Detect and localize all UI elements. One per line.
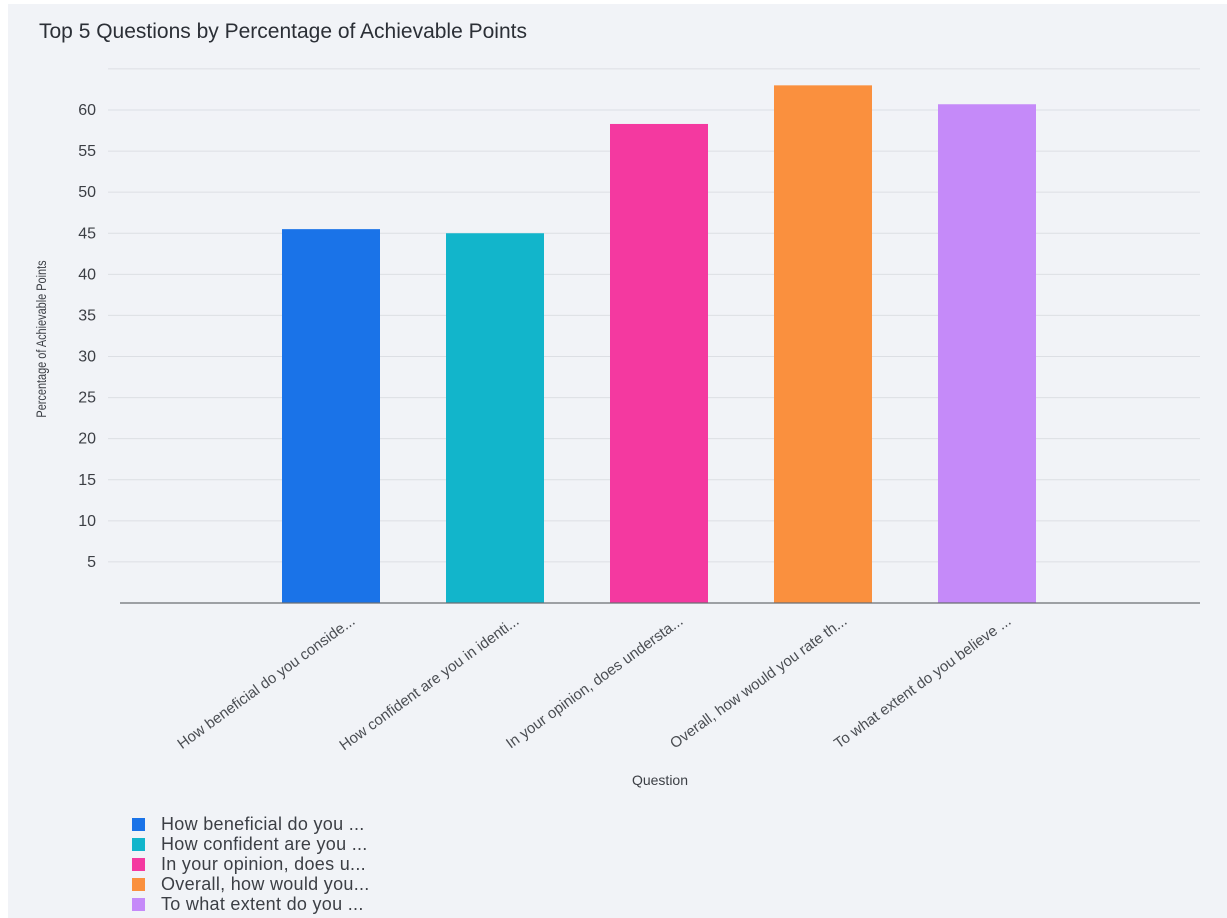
y-tick-label: 40	[78, 266, 96, 283]
y-tick-label: 5	[87, 554, 96, 571]
legend-item[interactable]: To what extent do you ...	[132, 894, 370, 914]
y-tick-label: 35	[78, 307, 96, 324]
bar-chart: Top 5 Questions by Percentage of Achieva…	[34, 20, 1200, 788]
chart-title: Top 5 Questions by Percentage of Achieva…	[39, 20, 527, 43]
y-tick-label: 10	[78, 513, 96, 530]
bar[interactable]	[446, 233, 544, 603]
legend-swatch	[132, 817, 145, 831]
legend-item[interactable]: Overall, how would you...	[132, 874, 370, 894]
y-tick-label: 25	[78, 390, 96, 407]
y-axis-ticks: 5 10 15 20 25 30 35 40 45 50 55 60	[78, 102, 96, 571]
legend-swatch	[132, 837, 145, 851]
bar[interactable]	[774, 85, 872, 604]
y-tick-label: 60	[78, 102, 96, 119]
x-tick-label: In your opinion, does understa...	[503, 612, 686, 752]
chart-card: Top 5 Questions by Percentage of Achieva…	[8, 4, 1227, 918]
y-axis-title: Percentage of Achievable Points	[34, 260, 50, 417]
legend-swatch	[132, 877, 145, 891]
legend: How beneficial do you ... How confident a…	[132, 814, 370, 914]
bar[interactable]	[610, 123, 708, 604]
legend-label: How beneficial do you ...	[161, 813, 365, 834]
bar[interactable]	[938, 104, 1036, 603]
y-tick-label: 55	[78, 143, 96, 160]
x-tick-label: Overall, how would you rate th...	[667, 612, 850, 752]
bars	[282, 85, 1036, 604]
legend-label: In your opinion, does u...	[161, 853, 366, 874]
y-tick-label: 15	[78, 472, 96, 489]
y-tick-label: 20	[78, 431, 96, 448]
legend-label: How confident are you ...	[161, 833, 368, 854]
legend-item[interactable]: How beneficial do you ...	[132, 814, 370, 834]
x-axis-category-labels: How beneficial do you conside...How conf…	[174, 612, 1014, 754]
legend-swatch	[132, 897, 145, 911]
y-tick-label: 50	[78, 184, 96, 201]
y-tick-label: 30	[78, 349, 96, 366]
legend-label: Overall, how would you...	[161, 873, 370, 894]
x-tick-label: To what extent do you believe ...	[831, 612, 1014, 752]
x-tick-label: How beneficial do you conside...	[174, 612, 358, 752]
x-tick-label: How confident are you in identi...	[336, 612, 522, 754]
legend-item[interactable]: In your opinion, does u...	[132, 854, 370, 874]
x-axis-title: Question	[632, 772, 688, 788]
legend-item[interactable]: How confident are you ...	[132, 834, 370, 854]
bar[interactable]	[282, 229, 380, 603]
legend-label: To what extent do you ...	[161, 893, 364, 914]
legend-swatch	[132, 857, 145, 871]
y-tick-label: 45	[78, 225, 96, 242]
